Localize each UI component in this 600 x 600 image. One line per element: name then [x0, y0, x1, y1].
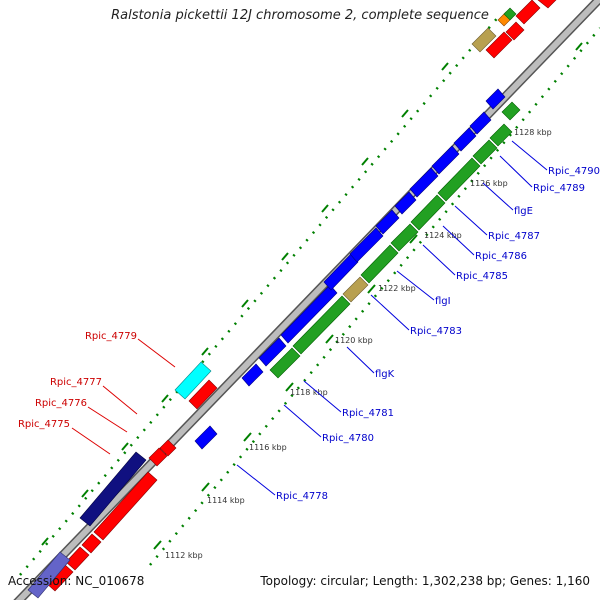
- label-rpic-4775[interactable]: Rpic_4775: [18, 419, 70, 430]
- label-rpic-4787[interactable]: Rpic_4787: [488, 231, 540, 242]
- gene-rpic-4777[interactable]: [159, 439, 177, 457]
- label-rpic-4790[interactable]: Rpic_4790: [548, 166, 600, 177]
- gene-red-1[interactable]: [93, 471, 158, 541]
- inner-dotted-ring: [149, 27, 600, 566]
- map-title: Ralstonia pickettii 12J chromosome 2, co…: [111, 8, 489, 23]
- gene-blue-3[interactable]: [375, 209, 400, 235]
- reverse-strand-genes: [194, 88, 521, 450]
- gene-blue-2[interactable]: [349, 227, 384, 263]
- label-flgk[interactable]: flgK: [375, 369, 395, 380]
- gene-rpic-4776[interactable]: [148, 447, 168, 467]
- scale-label-1116: 1116 kbp: [249, 443, 287, 452]
- gene-red-top-4[interactable]: [537, 0, 557, 9]
- scale-label-1122: 1122 kbp: [378, 284, 416, 293]
- gene-rpic-4780[interactable]: [241, 363, 264, 387]
- gene-blue-4[interactable]: [394, 191, 417, 215]
- accession-text: Accession: NC_010678: [8, 574, 145, 588]
- gene-green-top[interactable]: [503, 7, 517, 21]
- gene-green-5[interactable]: [390, 223, 419, 252]
- scale-label-1118: 1118 kbp: [290, 388, 328, 397]
- label-rpic-4776[interactable]: Rpic_4776: [35, 398, 87, 409]
- gene-blue-8[interactable]: [469, 111, 492, 135]
- label-rpic-4779[interactable]: Rpic_4779: [85, 331, 137, 342]
- label-rpic-4778[interactable]: Rpic_4778: [276, 491, 328, 502]
- gene-green-9[interactable]: [489, 123, 513, 147]
- label-rpic-4785[interactable]: Rpic_4785: [456, 271, 508, 282]
- label-rpic-4780[interactable]: Rpic_4780: [322, 433, 374, 444]
- forward-leaders: [71, 338, 176, 455]
- gene-red-top-2[interactable]: [505, 21, 525, 41]
- gene-rpic-4779-misc[interactable]: [174, 361, 212, 400]
- gene-rpic-4775-repeat[interactable]: [79, 451, 147, 527]
- gene-repeat-lower[interactable]: [27, 551, 71, 599]
- gene-rpic-4779-red[interactable]: [188, 379, 218, 410]
- gene-tan-top[interactable]: [471, 27, 497, 53]
- scale-label-1124: 1124 kbp: [424, 231, 462, 240]
- backbone: [15, 0, 600, 600]
- gene-rpic-4781[interactable]: [258, 337, 287, 367]
- label-rpic-4781[interactable]: Rpic_4781: [342, 408, 394, 419]
- label-flge[interactable]: flgE: [514, 206, 533, 217]
- scale-label-1120: 1120 kbp: [335, 336, 373, 345]
- gene-blue-1[interactable]: [323, 253, 359, 291]
- gene-red-top-1[interactable]: [485, 31, 513, 59]
- gene-green-2[interactable]: [292, 295, 351, 355]
- gene-green-6[interactable]: [410, 194, 446, 231]
- genome-summary-text: Topology: circular; Length: 1,302,238 bp…: [260, 574, 590, 588]
- gene-rpic-4790-blue[interactable]: [485, 88, 506, 110]
- label-rpic-4777[interactable]: Rpic_4777: [50, 377, 102, 388]
- gene-blue-7[interactable]: [453, 127, 477, 152]
- gene-rpic-4778[interactable]: [194, 425, 218, 450]
- gene-green-8[interactable]: [472, 139, 498, 165]
- gene-green-10[interactable]: [501, 101, 521, 121]
- gene-flgk-blue[interactable]: [280, 284, 338, 344]
- forward-strand-genes: [27, 0, 557, 599]
- gene-red-3[interactable]: [65, 546, 90, 571]
- gene-red-2[interactable]: [81, 533, 102, 554]
- label-flgi[interactable]: flgI: [435, 296, 451, 307]
- label-rpic-4783[interactable]: Rpic_4783: [410, 326, 462, 337]
- scale-label-1112: 1112 kbp: [165, 551, 203, 560]
- gene-green-1[interactable]: [269, 347, 301, 379]
- scale-label-1128: 1128 kbp: [514, 128, 552, 137]
- scale-label-1114: 1114 kbp: [207, 496, 245, 505]
- gene-green-4[interactable]: [360, 244, 399, 284]
- label-rpic-4786[interactable]: Rpic_4786: [475, 251, 527, 262]
- scale-label-1126: 1126 kbp: [470, 179, 508, 188]
- gene-green-3[interactable]: [342, 276, 369, 303]
- gene-blue-5[interactable]: [409, 167, 439, 198]
- gene-red-top-3[interactable]: [515, 0, 541, 25]
- reverse-leaders: [236, 140, 548, 496]
- gene-green-7[interactable]: [437, 157, 481, 202]
- label-rpic-4789[interactable]: Rpic_4789: [533, 183, 585, 194]
- gene-blue-6[interactable]: [431, 145, 460, 175]
